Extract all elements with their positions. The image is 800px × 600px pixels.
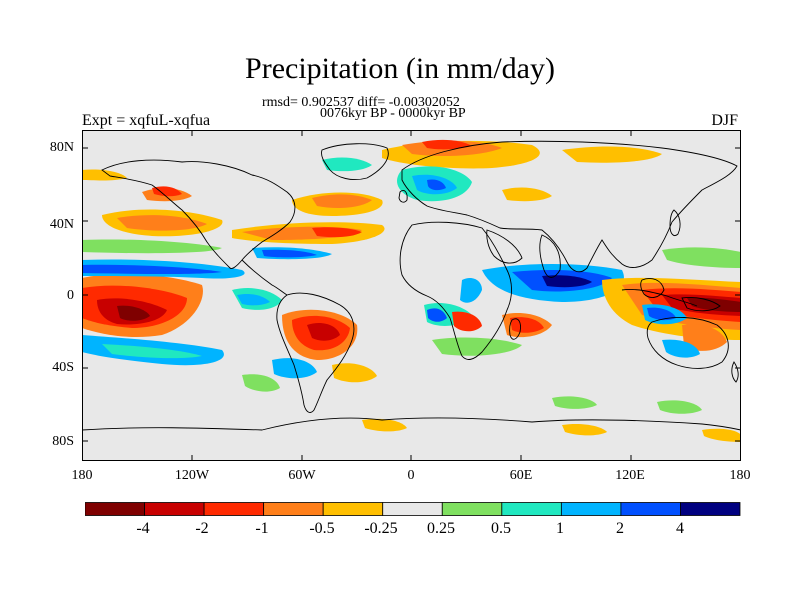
colorbar (85, 502, 741, 516)
x-tick-180e: 180 (729, 468, 751, 483)
colorbar-box (680, 502, 741, 516)
experiment-label: Expt = xqfuL-xqfua (82, 112, 211, 129)
coast-uk (398, 189, 408, 203)
colorbar-label: 2 (616, 520, 624, 537)
coast-africa (399, 221, 512, 360)
precipitation-map (82, 130, 741, 461)
coast-indonesia (621, 289, 698, 307)
coast-north-america (101, 159, 296, 269)
colorbar-label: 4 (676, 520, 684, 537)
coast-greenland (321, 143, 389, 181)
coast-borneo (640, 278, 665, 298)
x-tick-60w: 60W (288, 468, 316, 483)
colorbar-label: 0.25 (427, 520, 455, 537)
colorbar-box (382, 502, 443, 516)
colorbar-label: 1 (556, 520, 564, 537)
colorbar-box (322, 502, 384, 516)
coastlines (82, 140, 741, 431)
coast-eurasia (401, 140, 738, 273)
y-tick-40n: 40N (49, 217, 74, 232)
colorbar-label: -0.5 (309, 520, 335, 537)
coast-antarctica (82, 417, 741, 431)
colorbar-box (203, 502, 265, 516)
colorbar-label: -2 (195, 520, 209, 537)
colorbar-label: -1 (255, 520, 269, 537)
period-subtitle: 0076kyr BP - 0000kyr BP (320, 106, 466, 121)
coast-arabia (486, 229, 523, 264)
chart-title: Precipitation (in mm/day) (245, 52, 555, 85)
colorbar-box (263, 502, 324, 516)
x-tick-180w: 180 (71, 468, 93, 483)
season-label: DJF (711, 112, 738, 129)
anomaly-patches (82, 139, 741, 442)
x-tick-120w: 120W (174, 468, 210, 483)
x-tick-120e: 120E (615, 468, 645, 483)
colorbar-box (441, 502, 503, 516)
coast-india (539, 234, 561, 278)
colorbar-box (501, 502, 562, 516)
colorbar-box (85, 502, 145, 516)
x-tick-60e: 60E (509, 468, 533, 483)
y-tick-0: 0 (67, 288, 74, 303)
tick-marks (82, 130, 741, 461)
y-tick-40s: 40S (52, 360, 74, 375)
y-tick-80s: 80S (52, 434, 74, 449)
colorbar-box (620, 502, 681, 516)
x-tick-0: 0 (407, 468, 415, 483)
coast-madagascar (509, 318, 521, 340)
colorbar-box (560, 502, 622, 516)
stats-subtitle: rmsd= 0.902537 diff= -0.00302052 (262, 95, 460, 110)
colorbar-label: 0.5 (491, 520, 511, 537)
colorbar-box (144, 502, 205, 516)
coast-south-america (276, 292, 355, 413)
coast-australia (646, 316, 729, 369)
colorbar-label: -0.25 (364, 520, 398, 537)
coast-new-guinea (681, 297, 721, 312)
y-tick-80n: 80N (49, 140, 74, 155)
coast-central-america (241, 259, 288, 296)
colorbar-label: -4 (136, 520, 150, 537)
coast-japan (669, 209, 681, 237)
